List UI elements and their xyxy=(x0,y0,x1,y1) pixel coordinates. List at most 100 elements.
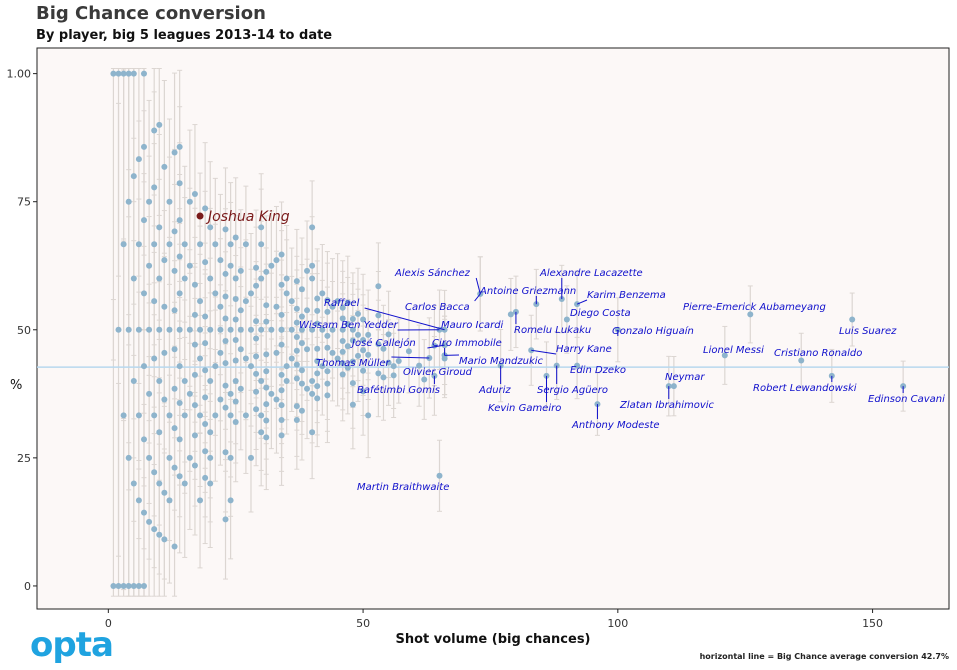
data-point xyxy=(258,429,265,436)
data-point xyxy=(120,70,127,77)
data-point xyxy=(304,385,311,392)
highlight-point xyxy=(196,212,204,220)
data-point xyxy=(293,361,300,368)
data-point xyxy=(171,228,178,235)
data-point xyxy=(232,337,239,344)
data-point xyxy=(344,299,351,306)
data-point xyxy=(166,241,173,248)
leader-line xyxy=(364,307,445,331)
data-point xyxy=(222,270,229,277)
data-point xyxy=(140,436,147,443)
data-point xyxy=(288,355,295,362)
data-point xyxy=(293,333,300,340)
data-point xyxy=(156,429,163,436)
player-label: Lionel Messi xyxy=(703,345,764,356)
data-point xyxy=(237,346,244,353)
y-tick-label: 25 xyxy=(17,452,31,465)
data-point xyxy=(288,298,295,305)
data-point xyxy=(273,349,280,356)
data-point xyxy=(298,407,305,414)
leader-line xyxy=(427,344,445,349)
data-point xyxy=(120,241,127,248)
data-point xyxy=(324,308,331,315)
data-point xyxy=(380,345,387,352)
data-point xyxy=(349,358,356,365)
data-point xyxy=(258,378,265,385)
data-point xyxy=(273,303,280,310)
data-point xyxy=(324,344,331,351)
data-point xyxy=(197,412,204,419)
data-point xyxy=(202,259,209,266)
data-point xyxy=(339,315,346,322)
data-point xyxy=(125,582,132,589)
data-point xyxy=(197,497,204,504)
data-point xyxy=(115,326,122,333)
data-point xyxy=(349,401,356,408)
data-point xyxy=(314,358,321,365)
data-point xyxy=(151,469,158,476)
data-point xyxy=(324,297,331,304)
data-point xyxy=(186,262,193,269)
data-point xyxy=(146,326,153,333)
data-point xyxy=(191,281,198,288)
point-labels: Alexis Sánchez Antoine Griezmann Alexandre… xyxy=(299,267,945,493)
data-point xyxy=(365,331,372,338)
data-point xyxy=(360,347,367,354)
player-label: Ciro Immobile xyxy=(432,338,502,349)
data-point xyxy=(232,419,239,425)
data-point xyxy=(242,241,249,248)
data-point xyxy=(263,268,270,275)
data-point xyxy=(125,326,132,333)
data-point xyxy=(253,282,260,289)
data-point xyxy=(171,267,178,274)
data-point xyxy=(339,348,346,355)
data-point xyxy=(186,390,193,397)
y-tick-label: 0 xyxy=(24,580,31,593)
label-leader-lines xyxy=(364,277,904,419)
player-label: Diego Costa xyxy=(570,308,631,319)
data-point xyxy=(135,497,142,504)
data-point xyxy=(354,331,361,338)
data-point xyxy=(309,224,316,231)
data-point xyxy=(263,368,270,375)
data-point xyxy=(293,416,300,423)
player-label: Bafétimbi Gomis xyxy=(357,384,440,396)
data-point xyxy=(421,376,428,383)
data-point xyxy=(151,184,158,191)
data-point xyxy=(283,290,290,297)
data-point xyxy=(747,311,754,318)
data-point xyxy=(120,412,127,419)
player-label: Edin Dzeko xyxy=(570,365,626,376)
data-point xyxy=(166,497,173,504)
data-point xyxy=(324,392,331,399)
data-point xyxy=(385,331,392,338)
data-point xyxy=(278,311,285,318)
data-point xyxy=(227,241,234,248)
data-point xyxy=(212,363,219,370)
data-point xyxy=(140,509,147,516)
data-point xyxy=(242,298,249,305)
data-point xyxy=(191,432,198,439)
data-point xyxy=(670,383,677,390)
data-point xyxy=(181,241,188,248)
axes: 0 50 100 150 0 25 50 75 1.00 xyxy=(7,68,884,630)
data-point xyxy=(283,363,290,370)
data-point xyxy=(339,360,346,367)
data-point xyxy=(156,121,163,128)
leader-line xyxy=(474,293,481,302)
player-label: Cristiano Ronaldo xyxy=(774,348,862,359)
data-point xyxy=(151,127,158,134)
data-point xyxy=(181,480,188,487)
player-label: Luis Suarez xyxy=(839,326,897,337)
data-point xyxy=(115,582,122,589)
leader-line xyxy=(475,277,481,295)
data-point xyxy=(298,340,305,347)
data-point xyxy=(161,303,168,310)
data-point xyxy=(191,402,198,409)
data-point xyxy=(324,368,331,375)
data-point xyxy=(334,355,341,362)
data-point xyxy=(360,367,367,374)
data-point xyxy=(380,374,387,381)
data-point xyxy=(135,156,142,163)
